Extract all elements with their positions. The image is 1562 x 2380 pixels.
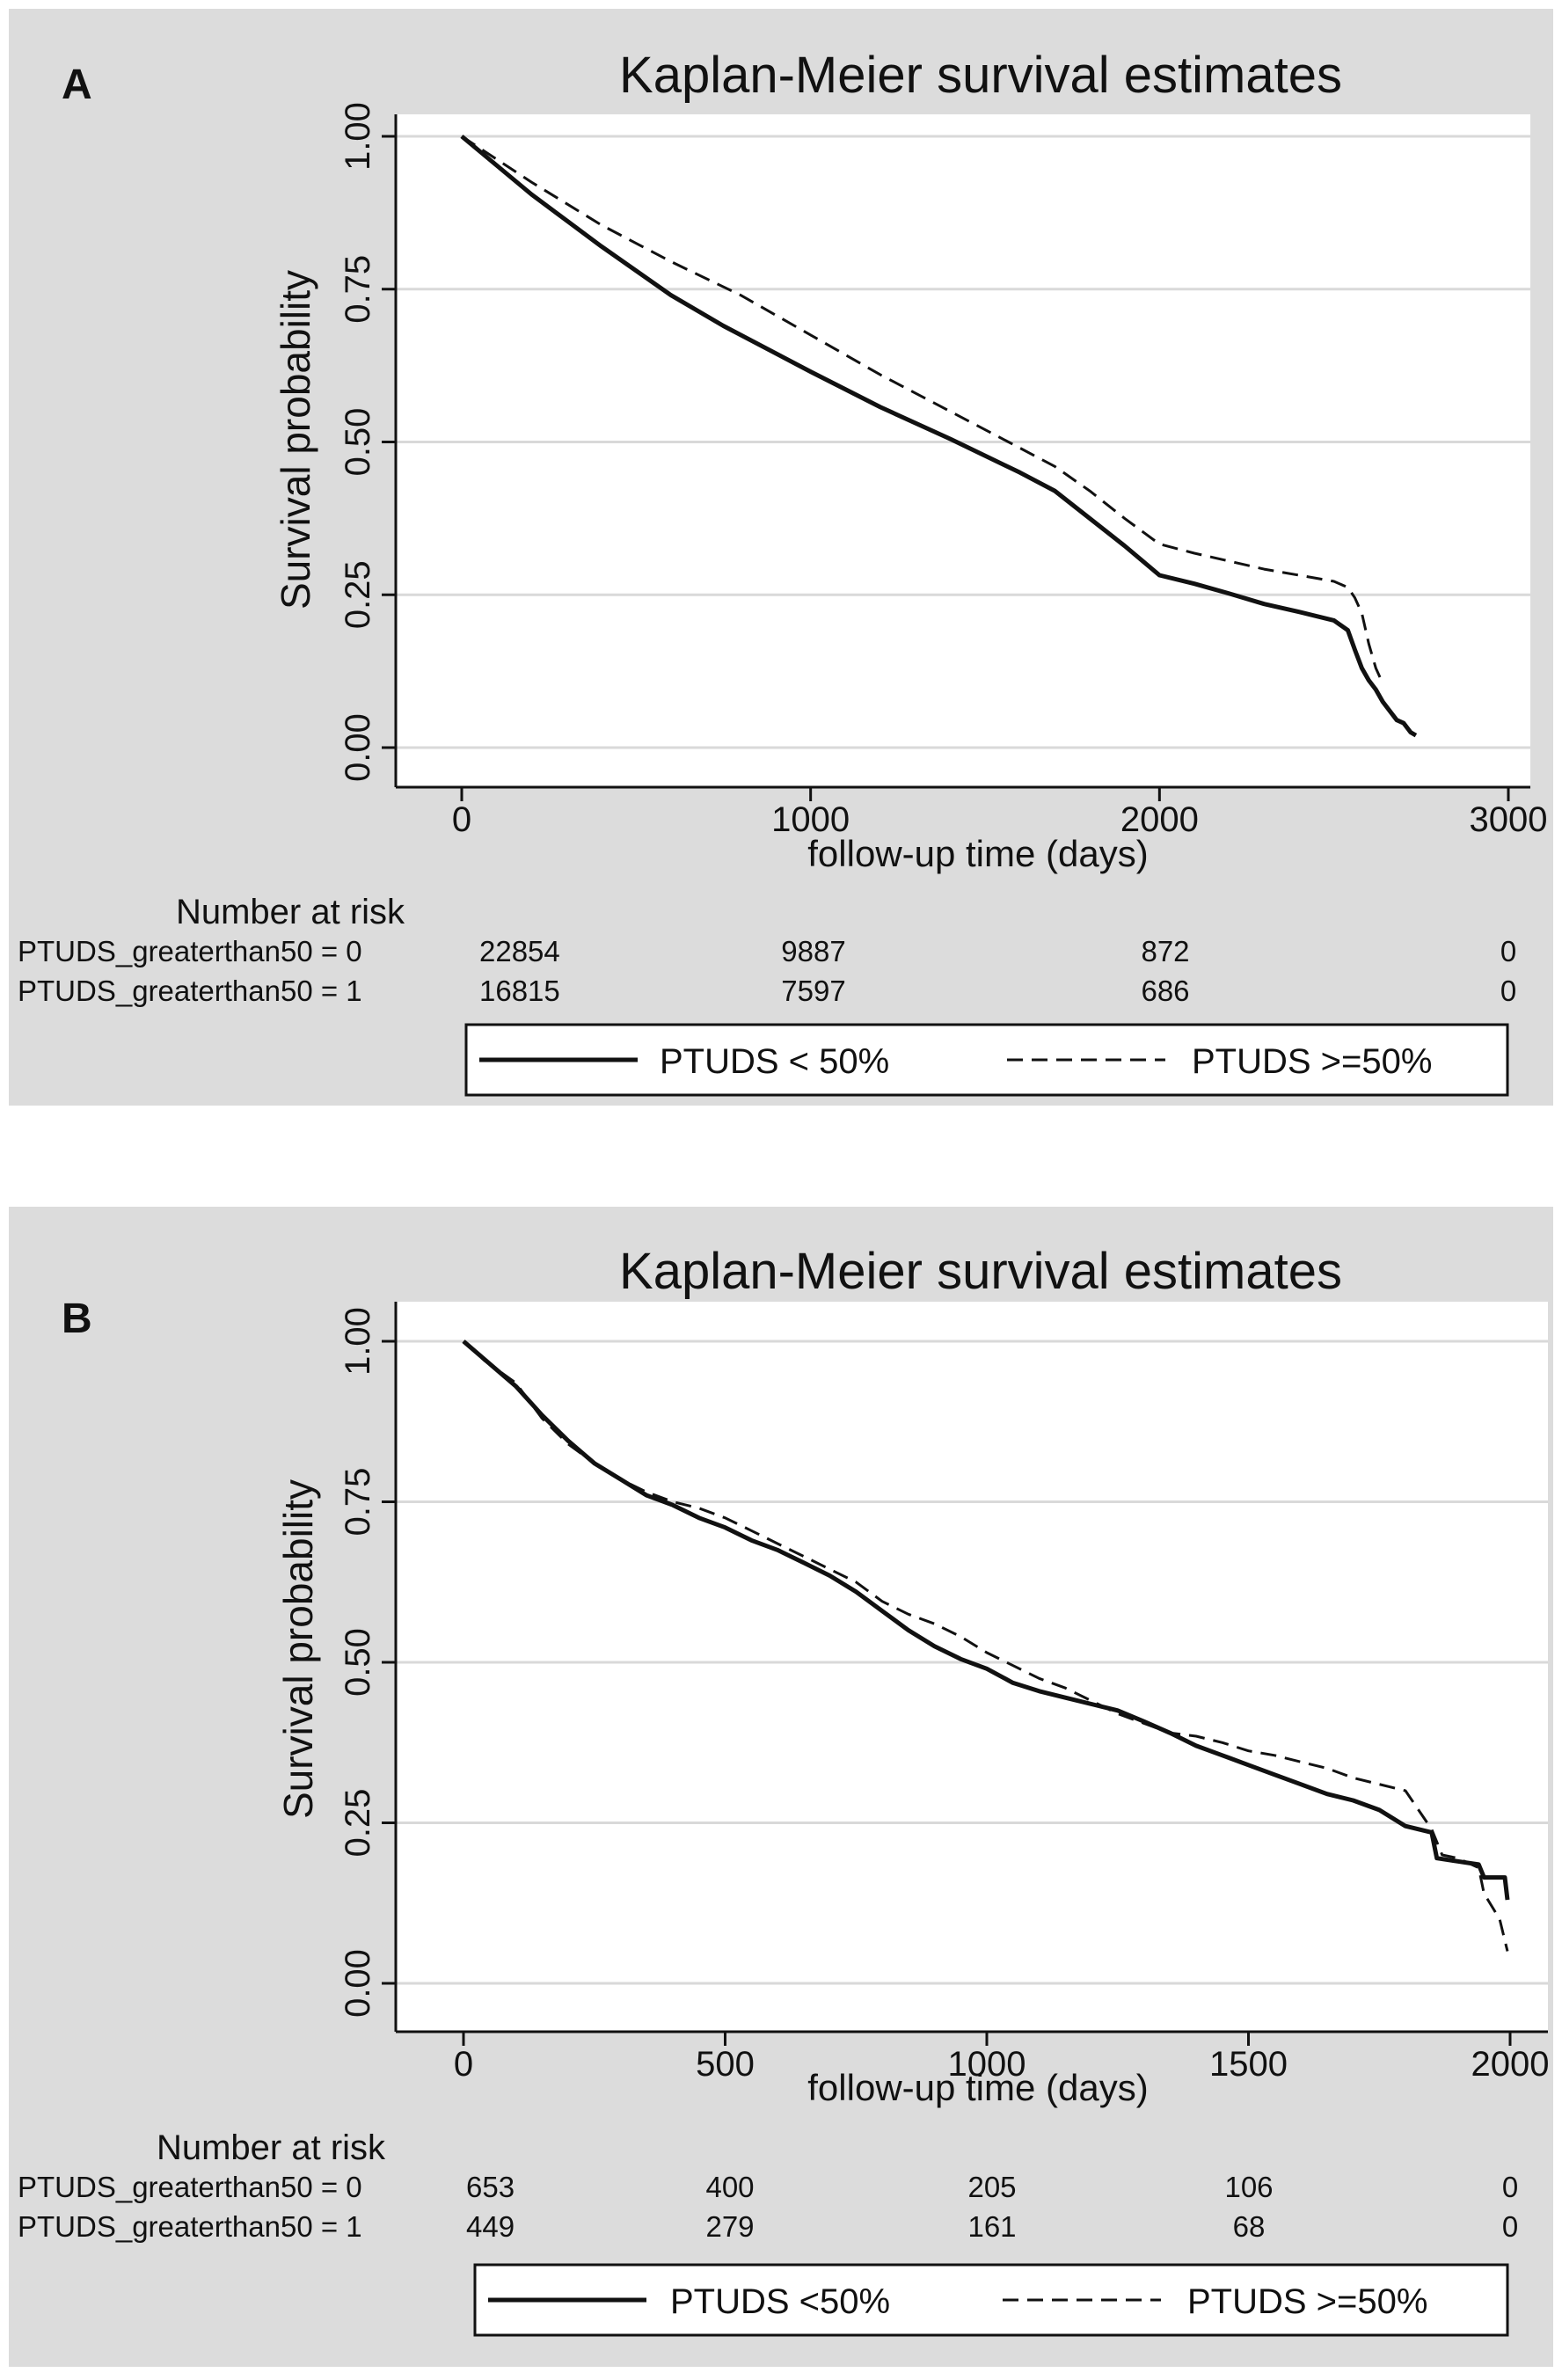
panel-b-ticks: 0.00 0.25 0.50 0.75 1.00 0 500 1000 1500 2000	[339, 1307, 1549, 2084]
panel-a-legend-label-1: PTUDS >=50%	[1192, 1042, 1432, 1081]
panel-a-y-tick-label-1: 0.25	[339, 560, 377, 629]
panel-a-x-tick-label-0: 0	[452, 800, 471, 839]
panel-a-risk-value-r1-c1: 7597	[781, 975, 845, 1007]
panel-a-risk-value-r1-c3: 0	[1500, 975, 1516, 1007]
panel-b-risk-value-r0-c4: 0	[1502, 2171, 1518, 2203]
panel-a-x-tick-label-1: 1000	[771, 800, 850, 839]
panel-b-x-tick-label-0: 0	[454, 2045, 473, 2084]
panel-b-plot-area	[396, 1302, 1548, 2032]
panel-b-risk-value-r1-c4: 0	[1502, 2210, 1518, 2243]
panel-b-risk-value-r0-c0: 653	[466, 2171, 515, 2203]
panel-b-series-solid-line	[462, 1340, 1510, 1901]
panel-b-y-tick-label-1: 0.25	[339, 1789, 377, 1858]
panel-b-risk-values: 653 400 205 106 0 449 279 161 68 0	[466, 2171, 1518, 2243]
panel-a-y-tick-label-2: 0.50	[339, 408, 377, 477]
panel-b-series	[462, 1340, 1510, 1952]
panel-b-risk-value-r1-c0: 449	[466, 2210, 515, 2243]
panel-a-legend	[464, 1023, 1509, 1097]
panel-b-y-axis-label: Survival probability	[275, 1479, 321, 1819]
panel-a-x-axis-label: follow-up time (days)	[807, 833, 1148, 874]
panel-a-y-axis-label: Survival probability	[273, 270, 318, 610]
panel-a-risk-value-r0-c2: 872	[1141, 935, 1189, 967]
panel-a-series-solid-line	[460, 135, 1418, 738]
panel-a-x-tick-label-2: 2000	[1120, 800, 1199, 839]
panel-a-ticks: 0.00 0.25 0.50 0.75 1.00 0 1000 2000 3000	[339, 102, 1547, 839]
panel-a-risk-row-0-label: PTUDS_greaterthan50 = 0	[18, 935, 362, 967]
panel-a-x-tick-label-3: 3000	[1470, 800, 1548, 839]
panel-b-legend	[473, 2263, 1509, 2337]
panel-b-x-tick-label-3: 1500	[1209, 2045, 1288, 2084]
panel-a-y-tick-label-0: 0.00	[339, 713, 377, 782]
panel-a-risk-value-r0-c1: 9887	[781, 935, 845, 967]
panel-a-plot-area	[396, 114, 1530, 787]
panel-b-label: B	[62, 1296, 92, 1342]
panel-b-risk-value-r0-c3: 106	[1224, 2171, 1273, 2203]
panel-a-risk-value-r0-c0: 22854	[479, 935, 560, 967]
panel-b-y-tick-label-3: 0.75	[339, 1468, 377, 1537]
panel-b-x-tick-label-1: 500	[696, 2045, 755, 2084]
panel-a-risk-value-r1-c2: 686	[1141, 975, 1189, 1007]
panel-a-title: Kaplan-Meier survival estimates	[619, 47, 1342, 104]
panel-a-risk-row-1-label: PTUDS_greaterthan50 = 1	[18, 975, 362, 1007]
panel-a-y-tick-label-4: 1.00	[339, 102, 377, 171]
panel-b-y-tick-label-0: 0.00	[339, 1949, 377, 2018]
panel-b-y-tick-label-4: 1.00	[339, 1307, 377, 1376]
panel-a-risk-table-title: Number at risk	[176, 893, 405, 931]
panel-b-legend-label-1: PTUDS >=50%	[1187, 2282, 1427, 2321]
panel-a-series	[460, 135, 1418, 738]
panel-b-risk-row-1-label: PTUDS_greaterthan50 = 1	[18, 2210, 362, 2243]
panel-b-risk-row-0-label: PTUDS_greaterthan50 = 0	[18, 2171, 362, 2203]
panel-b-x-axis-label: follow-up time (days)	[807, 2067, 1148, 2108]
panel-a-y-tick-label-3: 0.75	[339, 255, 377, 324]
panel-b-risk-value-r0-c2: 205	[967, 2171, 1016, 2203]
panel-b-x-tick-label-4: 2000	[1471, 2045, 1550, 2084]
panel-b-title: Kaplan-Meier survival estimates	[619, 1243, 1342, 1300]
panel-a-gridlines	[396, 135, 1530, 749]
panel-b-y-tick-label-2: 0.50	[339, 1628, 377, 1697]
panel-a-risk-values: 22854 9887 872 0 16815 7597 686 0	[479, 935, 1516, 1007]
panel-b-gridlines	[396, 1340, 1548, 1985]
panel-a-label: A	[62, 62, 92, 108]
panel-b-risk-value-r1-c1: 279	[705, 2210, 754, 2243]
panel-b-legend-label-0: PTUDS <50%	[670, 2282, 890, 2321]
panel-a-legend-label-0: PTUDS < 50%	[660, 1042, 889, 1081]
panel-a-series-dashed-line	[461, 135, 1384, 684]
panel-a-risk-value-r1-c0: 16815	[479, 975, 560, 1007]
panel-b: B Kaplan-Meier survival estimates 0.000.…	[9, 1207, 1553, 2367]
panel-b-x-tick-label-2: 1000	[948, 2045, 1026, 2084]
panel-b-risk-table-title: Number at risk	[157, 2128, 386, 2167]
panel-b-risk-value-r0-c1: 400	[705, 2171, 754, 2203]
panel-a-risk-value-r0-c3: 0	[1500, 935, 1516, 967]
panel-a: A Kaplan-Meier survival estimates 0.000.…	[9, 9, 1553, 1106]
panel-b-risk-value-r1-c3: 68	[1233, 2210, 1266, 2243]
panel-b-risk-value-r1-c2: 161	[967, 2210, 1016, 2243]
